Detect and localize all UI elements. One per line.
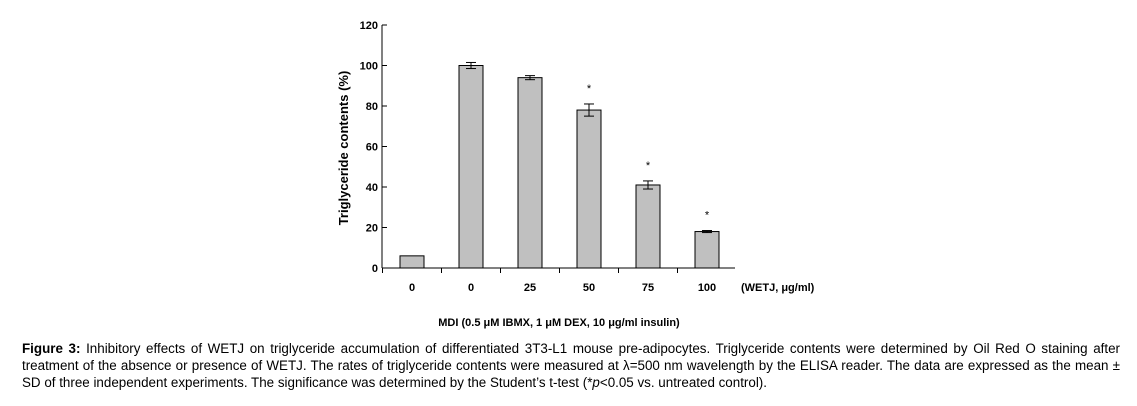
x-axis-unit-label: (WETJ, μg/ml) bbox=[741, 282, 815, 294]
x-tick-label: 100 bbox=[698, 282, 716, 294]
bar bbox=[399, 255, 425, 269]
bar bbox=[635, 184, 661, 269]
y-tick-label: 40 bbox=[366, 182, 378, 194]
significance-marker: * bbox=[646, 160, 651, 172]
y-axis-title: Triglyceride contents (%) bbox=[336, 71, 351, 226]
bar bbox=[458, 65, 484, 269]
bars: 0 0 25 * 50 * 75 * 100 bbox=[399, 61, 720, 294]
significance-marker: * bbox=[705, 210, 710, 222]
y-tick-label: 60 bbox=[366, 142, 378, 154]
y-tick-label: 120 bbox=[360, 20, 378, 32]
caption-text-end: <0.05 vs. untreated control). bbox=[599, 375, 767, 390]
x-tick-label: 0 bbox=[409, 282, 415, 294]
x-tick-label: 75 bbox=[642, 282, 654, 294]
caption-label: Figure 3: bbox=[22, 341, 81, 356]
y-tick-label: 20 bbox=[366, 223, 378, 235]
significance-marker: * bbox=[587, 83, 592, 95]
y-tick-label: 80 bbox=[366, 101, 378, 113]
figure-caption: Figure 3: Inhibitory effects of WETJ on … bbox=[22, 340, 1120, 391]
y-axis: 0 20 40 60 80 100 120 bbox=[360, 20, 387, 275]
group-label: MDI (0.5 μM IBMX, 1 μM DEX, 10 μg/ml ins… bbox=[438, 317, 680, 329]
bar-chart: 0 20 40 60 80 100 120 0 0 25 * 50 * 75 * 100 Triglycer… bbox=[336, 20, 815, 329]
x-axis bbox=[382, 267, 735, 273]
x-tick-label: 25 bbox=[524, 282, 536, 294]
x-tick-label: 50 bbox=[583, 282, 595, 294]
caption-text: Inhibitory effects of WETJ on triglyceri… bbox=[22, 341, 1120, 390]
x-tick-label: 0 bbox=[468, 282, 474, 294]
bar bbox=[576, 109, 602, 269]
bar bbox=[517, 77, 543, 269]
y-tick-label: 100 bbox=[360, 61, 378, 73]
bar bbox=[694, 231, 720, 269]
caption-p-italic: p bbox=[592, 375, 600, 390]
y-tick-label: 0 bbox=[372, 263, 378, 275]
